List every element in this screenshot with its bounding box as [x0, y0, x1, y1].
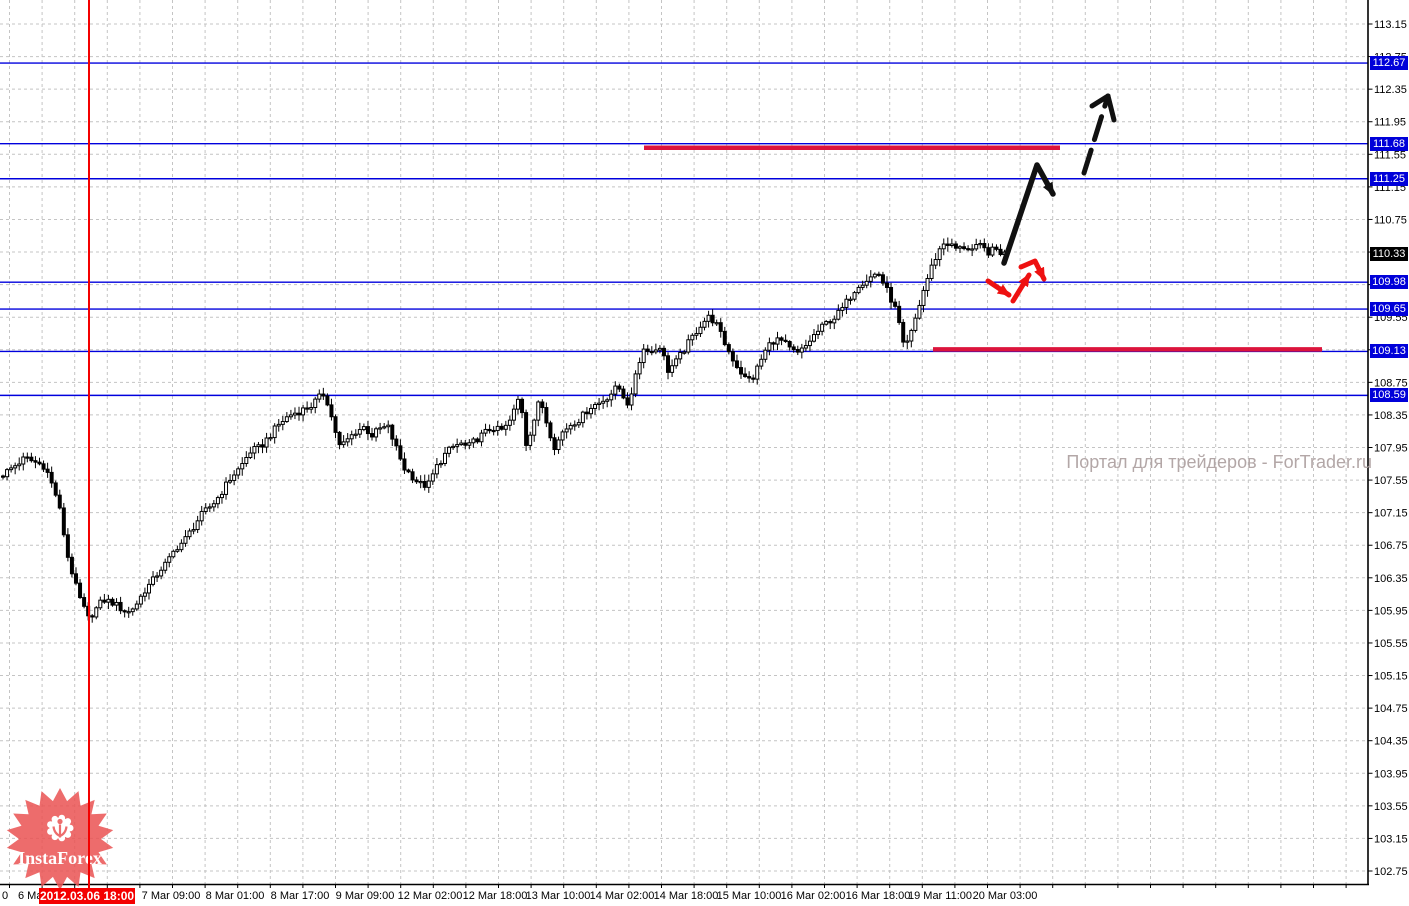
- price-tick-label: 113.15: [1374, 19, 1407, 31]
- time-tick-label: 12 Mar 02:00: [398, 890, 463, 902]
- price-level-flag: 111.25: [1370, 171, 1408, 186]
- grid: [0, 0, 1368, 884]
- price-tick-label: 107.15: [1374, 508, 1408, 520]
- price-tick-label: 105.95: [1374, 605, 1408, 617]
- price-tick-label: 105.55: [1374, 638, 1408, 650]
- time-tick-label: 6 Ma: [18, 890, 43, 902]
- time-tick-label: 8 Mar 17:00: [271, 890, 330, 902]
- time-tick-label: 9 Mar 09:00: [336, 890, 395, 902]
- price-tick-label: 108.35: [1374, 410, 1408, 422]
- price-level-flag: 109.98: [1370, 275, 1408, 290]
- forecast-arrows[interactable]: [985, 93, 1117, 304]
- price-tick-label: 103.95: [1374, 768, 1408, 780]
- time-tick-label: 16 Mar 02:00: [781, 890, 846, 902]
- price-tick-label: 104.35: [1374, 736, 1408, 748]
- current-price-flag: 110.33: [1370, 246, 1408, 261]
- instaforex-logo: InstaForex: [4, 786, 116, 898]
- price-tick-label: 107.95: [1374, 443, 1408, 455]
- time-tick-label: 7 Mar 09:00: [142, 890, 201, 902]
- price-tick-label: 111.95: [1374, 117, 1406, 129]
- black-dashed-arrow: [1081, 93, 1111, 176]
- trend-resistance-marks[interactable]: [644, 145, 1322, 352]
- price-level-flag: 111.68: [1370, 136, 1408, 151]
- red-correction-arrow: [1010, 272, 1032, 304]
- price-tick-label: 108.75: [1374, 377, 1408, 389]
- time-tick-label: 12 Mar 18:00: [463, 890, 528, 902]
- red-correction-arrow: [985, 278, 1012, 298]
- time-tick-label: 16 Mar 18:00: [846, 890, 911, 902]
- logo-text: InstaForex: [18, 848, 102, 868]
- price-level-flag: 112.67: [1370, 56, 1408, 71]
- price-tick-label: 105.15: [1374, 671, 1408, 683]
- logo-gear-glyph: [47, 814, 74, 842]
- price-level-flag: 109.13: [1370, 344, 1408, 359]
- price-tick-label: 106.35: [1374, 573, 1408, 585]
- price-level-flag: 108.59: [1370, 388, 1408, 403]
- selected-date-flag: 2012.03.06 18:00: [39, 888, 135, 904]
- time-tick-label: 0: [2, 890, 8, 902]
- time-tick-label: 15 Mar 10:00: [717, 890, 782, 902]
- instaforex-logo-graphic: InstaForex: [6, 788, 114, 890]
- price-tick-label: 111.55: [1374, 149, 1406, 161]
- red-correction-arrow: [1018, 258, 1047, 282]
- price-tick-label: 107.55: [1374, 475, 1408, 487]
- price-tick-label: 112.35: [1374, 84, 1407, 96]
- logo-figure-cutout: [52, 818, 68, 838]
- price-tick-label: 110.75: [1374, 214, 1407, 226]
- price-tick-label: 102.75: [1374, 866, 1408, 878]
- price-tick-label: 104.75: [1374, 703, 1408, 715]
- time-tick-label: 14 Mar 02:00: [590, 890, 655, 902]
- price-tick-label: 103.15: [1374, 833, 1408, 845]
- price-tick-label: 106.75: [1374, 540, 1408, 552]
- time-tick-label: 20 Mar 03:00: [973, 890, 1038, 902]
- time-tick-label: 19 Mar 11:00: [908, 890, 972, 902]
- black-up-arrow: [1001, 162, 1056, 266]
- fortrader-watermark: Портал для трейдеров - ForTrader.ru: [1066, 452, 1372, 472]
- time-tick-label: 14 Mar 18:00: [654, 890, 719, 902]
- time-tick-label: 13 Mar 10:00: [526, 890, 591, 902]
- candles: [1, 237, 1007, 623]
- price-tick-label: 103.55: [1374, 801, 1408, 813]
- time-tick-label: 8 Mar 01:00: [206, 890, 265, 902]
- vertical-time-line[interactable]: [88, 0, 90, 889]
- price-level-flag: 109.65: [1370, 302, 1408, 317]
